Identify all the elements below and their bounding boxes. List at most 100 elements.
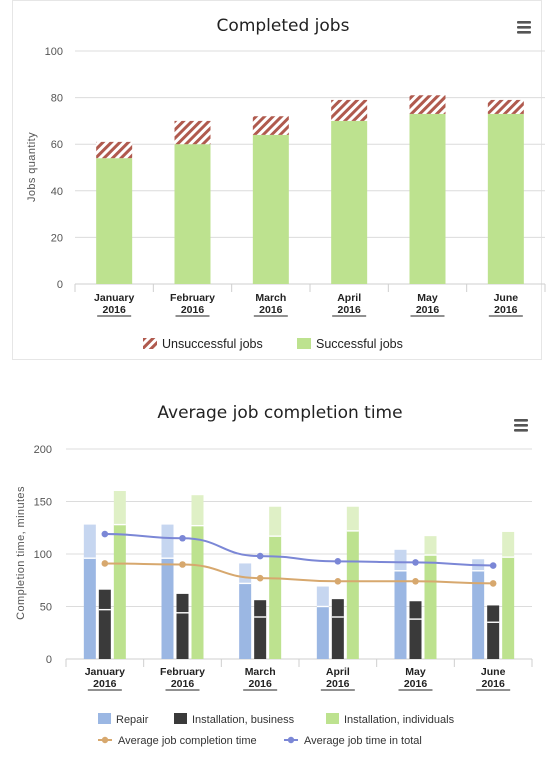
legend-item[interactable]: Average job completion time: [98, 735, 257, 747]
bar-successful-jobs[interactable]: [487, 113, 524, 284]
bar-unsuccessful-jobs[interactable]: [409, 95, 446, 114]
bar-installation-business[interactable]: [98, 609, 111, 659]
line-average-job-completion-time[interactable]: [104, 562, 494, 585]
x-tick-label-year: 2016: [171, 678, 195, 690]
line-average-job-time-in-total[interactable]: [104, 533, 494, 567]
bar-installation-business-extra[interactable]: [331, 599, 344, 617]
x-tick-label: May: [417, 292, 438, 304]
bar-installation-individuals-extra[interactable]: [346, 506, 359, 531]
bar-unsuccessful-jobs[interactable]: [174, 120, 211, 145]
completed-jobs-chart: Completed jobs Jobs quantity 0 20 40 60 80 10…: [26, 16, 546, 351]
bar-installation-individuals[interactable]: [269, 536, 282, 659]
line-point[interactable]: [489, 562, 497, 569]
bar-unsuccessful-jobs[interactable]: [96, 141, 133, 159]
line-point[interactable]: [256, 574, 264, 582]
bar-repair-extra[interactable]: [83, 524, 96, 559]
bar-installation-business-extra[interactable]: [98, 589, 111, 610]
bar-installation-business[interactable]: [487, 622, 500, 659]
bar-installation-individuals-extra[interactable]: [424, 536, 437, 556]
y-tick-label: 100: [34, 549, 52, 561]
bar-installation-business[interactable]: [409, 619, 422, 659]
y-tick-label: 150: [34, 497, 52, 509]
x-tick-label-year: 2016: [416, 304, 440, 316]
line-point[interactable]: [489, 580, 497, 587]
line-point[interactable]: [412, 559, 419, 566]
y-tick-label: 100: [45, 46, 63, 58]
line-point[interactable]: [179, 534, 186, 542]
completed-jobs-panel: Completed jobs Jobs quantity 0 20 40 60 80 10…: [12, 0, 546, 360]
x-tick-label: March: [245, 666, 276, 678]
x-tick-label: May: [405, 666, 426, 678]
legend-swatch: [326, 713, 339, 724]
y-tick-label: 40: [51, 186, 63, 198]
bar-repair[interactable]: [472, 570, 485, 659]
y-tick-label: 200: [34, 444, 52, 456]
bar-unsuccessful-jobs[interactable]: [331, 99, 368, 121]
legend-label: Repair: [116, 714, 149, 726]
bar-repair[interactable]: [394, 570, 407, 659]
line-point[interactable]: [179, 561, 186, 568]
line-point[interactable]: [334, 578, 342, 585]
bar-successful-jobs[interactable]: [331, 120, 368, 285]
chart-title: Average job completion time: [157, 403, 402, 423]
menu-button[interactable]: [513, 17, 535, 37]
bar-repair[interactable]: [239, 583, 252, 659]
bar-repair[interactable]: [316, 606, 329, 660]
legend-item[interactable]: Installation, individuals: [326, 713, 455, 726]
legend-item[interactable]: Successful jobs: [297, 337, 403, 351]
x-tick-label: June: [481, 666, 506, 678]
bar-installation-individuals-extra[interactable]: [502, 531, 515, 558]
bar-installation-business-extra[interactable]: [409, 601, 422, 620]
bar-repair[interactable]: [83, 558, 96, 659]
bar-unsuccessful-jobs[interactable]: [487, 99, 524, 114]
y-axis-label: Completion time, minutes: [15, 486, 27, 620]
bar-installation-individuals[interactable]: [424, 555, 437, 659]
bar-installation-business[interactable]: [331, 617, 344, 659]
bar-unsuccessful-jobs[interactable]: [252, 116, 289, 135]
bar-installation-individuals-extra[interactable]: [191, 495, 204, 526]
legend-item[interactable]: Installation, business: [174, 713, 295, 726]
bar-installation-business[interactable]: [254, 617, 267, 659]
bar-successful-jobs[interactable]: [252, 134, 289, 284]
bar-repair-extra[interactable]: [394, 549, 407, 571]
legend-item[interactable]: Repair: [98, 713, 149, 726]
x-tick-label-year: 2016: [404, 678, 428, 690]
line-point[interactable]: [101, 560, 109, 567]
bar-repair-extra[interactable]: [161, 524, 174, 559]
line-point[interactable]: [256, 552, 264, 560]
x-tick-label: January: [85, 666, 125, 678]
bar-installation-individuals-extra[interactable]: [113, 491, 126, 525]
bar-successful-jobs[interactable]: [96, 158, 133, 284]
bar-successful-jobs[interactable]: [409, 113, 446, 284]
bar-installation-business-extra[interactable]: [487, 605, 500, 623]
bar-repair[interactable]: [161, 558, 174, 659]
hamburger-menu-icon: [517, 21, 531, 34]
bar-installation-individuals-extra[interactable]: [269, 506, 282, 537]
x-tick-label: January: [94, 292, 134, 304]
legend-label: Average job completion time: [118, 735, 257, 747]
avg-completion-time-chart: Average job completion time Completion t…: [15, 403, 533, 747]
line-point[interactable]: [412, 578, 419, 585]
bar-installation-individuals[interactable]: [191, 525, 204, 659]
bar-installation-individuals[interactable]: [346, 530, 359, 659]
y-tick-label: 0: [46, 654, 52, 666]
legend-marker: [287, 736, 295, 744]
bar-successful-jobs[interactable]: [174, 144, 211, 284]
bar-repair-extra[interactable]: [316, 586, 329, 607]
legend-label: Installation, individuals: [344, 714, 455, 726]
bar-repair-extra[interactable]: [239, 563, 252, 584]
bar-installation-business[interactable]: [176, 612, 189, 659]
bar-installation-business-extra[interactable]: [176, 593, 189, 613]
bar-installation-business-extra[interactable]: [254, 600, 267, 617]
bar-installation-individuals[interactable]: [502, 557, 515, 659]
line-point[interactable]: [334, 558, 342, 565]
legend-item[interactable]: Unsuccessful jobs: [143, 337, 263, 351]
menu-button[interactable]: [510, 415, 532, 435]
bar-installation-individuals[interactable]: [113, 524, 126, 659]
y-axis-label: Jobs quantity: [26, 132, 38, 202]
line-point[interactable]: [101, 530, 109, 538]
x-tick-label-year: 2016: [337, 304, 361, 316]
x-tick-label-year: 2016: [481, 678, 505, 690]
legend-item[interactable]: Average job time in total: [284, 735, 422, 747]
y-tick-label: 20: [51, 232, 63, 244]
